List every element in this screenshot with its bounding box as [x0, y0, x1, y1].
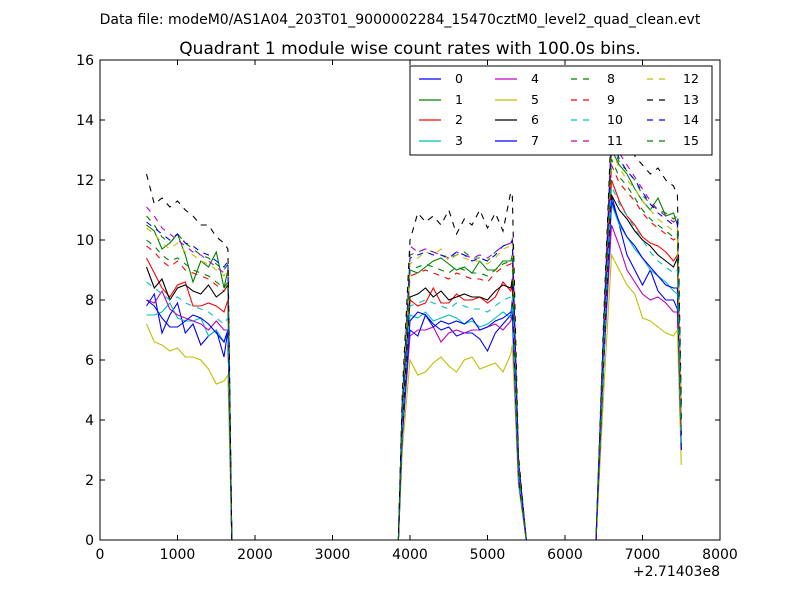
- x-tick-label: 4000: [392, 547, 428, 563]
- x-tick-label: 0: [96, 547, 105, 563]
- y-tick-label: 6: [85, 353, 94, 369]
- series-line-10: [146, 185, 682, 540]
- y-tick-label: 4: [85, 413, 94, 429]
- legend-label-5: 5: [531, 92, 539, 107]
- chart-title: Quadrant 1 module wise count rates with …: [179, 39, 640, 59]
- data-file-label: Data file: modeM0/AS1A04_203T01_90000022…: [100, 12, 701, 28]
- series-line-11: [146, 131, 682, 540]
- series-line-7: [146, 200, 682, 540]
- x-offset-label: +2.71403e8: [633, 564, 720, 580]
- legend-label-9: 9: [607, 92, 615, 107]
- y-tick-label: 10: [76, 233, 94, 249]
- x-tick-label: 5000: [470, 547, 506, 563]
- x-tick-label: 2000: [237, 547, 273, 563]
- legend-label-2: 2: [455, 112, 463, 127]
- series-line-4: [146, 224, 682, 540]
- series-layer: [145, 119, 682, 540]
- legend-label-1: 1: [455, 92, 463, 107]
- axis-ticks: 0 1000 2000 3000 4000 5000 6000 7000 80000246810…: [76, 53, 738, 563]
- legend-label-14: 14: [683, 112, 699, 127]
- legend-label-6: 6: [531, 112, 539, 127]
- legend-label-4: 4: [531, 71, 539, 86]
- legend-frame: [409, 65, 713, 156]
- series-line-14: [146, 137, 682, 540]
- y-tick-label: 12: [76, 173, 94, 189]
- y-tick-label: 8: [85, 293, 94, 309]
- legend-label-10: 10: [607, 112, 623, 127]
- series-line-6: [145, 192, 682, 540]
- series-line-5: [145, 252, 682, 540]
- series-line-1: [146, 147, 682, 540]
- legend-label-0: 0: [455, 71, 463, 86]
- y-tick-label: 0: [85, 533, 94, 549]
- legend-label-7: 7: [531, 133, 539, 148]
- legend-label-15: 15: [683, 133, 699, 148]
- series-line-13: [145, 119, 682, 540]
- series-line-2: [146, 179, 682, 540]
- legend-label-12: 12: [683, 71, 699, 86]
- series-line-15: [146, 158, 682, 540]
- legend-label-3: 3: [455, 133, 463, 148]
- series-line-3: [146, 203, 682, 540]
- x-tick-label: 1000: [160, 547, 196, 563]
- y-tick-label: 16: [76, 53, 94, 69]
- x-tick-label: 7000: [625, 547, 661, 563]
- x-tick-label: 3000: [315, 547, 351, 563]
- legend-label-8: 8: [607, 71, 615, 86]
- series-line-9: [146, 164, 682, 540]
- y-tick-label: 14: [76, 113, 94, 129]
- series-line-12: [146, 149, 682, 540]
- legend-label-11: 11: [607, 133, 623, 148]
- x-tick-label: 8000: [702, 547, 738, 563]
- y-tick-label: 2: [85, 473, 94, 489]
- legend-label-13: 13: [683, 92, 699, 107]
- x-tick-label: 6000: [547, 547, 583, 563]
